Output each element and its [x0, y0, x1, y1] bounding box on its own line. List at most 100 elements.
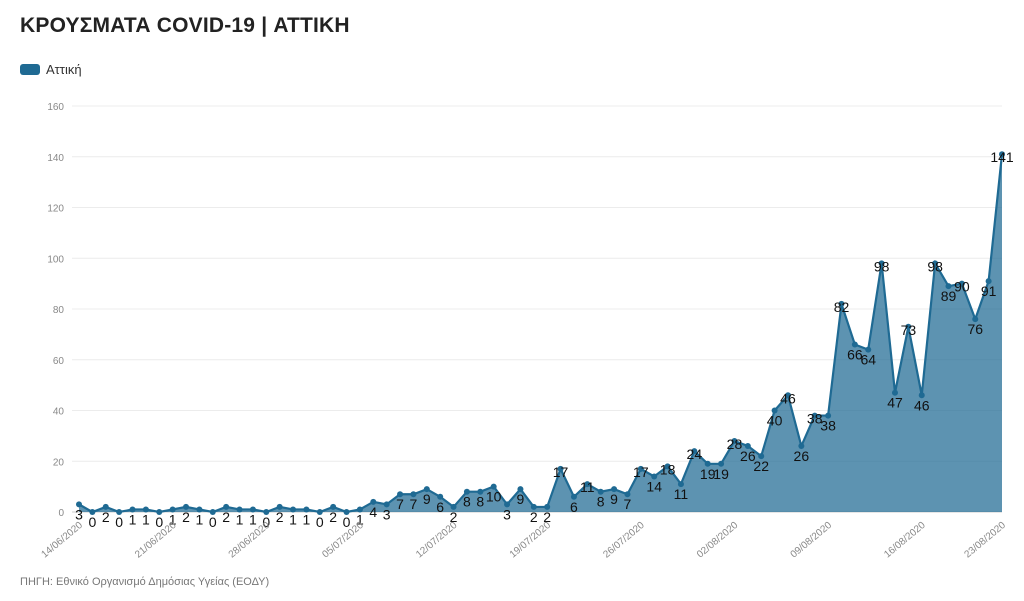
data-point[interactable]	[129, 506, 136, 513]
data-point[interactable]	[209, 509, 216, 515]
x-tick-label: 23/08/2020	[963, 520, 1009, 561]
data-point[interactable]	[584, 481, 591, 488]
data-label: 19	[700, 466, 716, 482]
data-point[interactable]	[905, 323, 912, 330]
data-point[interactable]	[972, 316, 979, 323]
data-point[interactable]	[825, 412, 832, 419]
data-point[interactable]	[156, 509, 163, 515]
data-point[interactable]	[530, 503, 537, 510]
data-point[interactable]	[664, 463, 671, 470]
data-label: 26	[794, 448, 810, 464]
data-point[interactable]	[985, 278, 992, 285]
data-point[interactable]	[611, 486, 618, 493]
data-point[interactable]	[223, 503, 230, 510]
data-label: 76	[967, 321, 983, 337]
data-point[interactable]	[758, 453, 765, 460]
data-label: 2	[222, 509, 230, 525]
data-point[interactable]	[798, 443, 805, 450]
data-label: 89	[941, 288, 957, 304]
data-point[interactable]	[356, 506, 363, 513]
data-label: 0	[316, 514, 324, 530]
data-point[interactable]	[316, 509, 323, 515]
data-point[interactable]	[651, 473, 658, 480]
data-label: 26	[740, 448, 756, 464]
data-point[interactable]	[330, 503, 337, 510]
data-point[interactable]	[183, 503, 190, 510]
data-point[interactable]	[463, 488, 470, 495]
data-label: 9	[610, 491, 618, 507]
data-label: 0	[343, 514, 351, 530]
data-point[interactable]	[731, 437, 738, 444]
data-label: 7	[410, 496, 418, 512]
data-point[interactable]	[704, 460, 711, 467]
data-point[interactable]	[196, 506, 203, 513]
data-point[interactable]	[142, 506, 149, 513]
data-label: 1	[195, 511, 203, 527]
data-point[interactable]	[397, 491, 404, 498]
data-point[interactable]	[89, 509, 96, 515]
y-tick-label: 120	[47, 204, 64, 215]
data-point[interactable]	[263, 509, 270, 515]
data-point[interactable]	[236, 506, 243, 513]
data-point[interactable]	[370, 498, 377, 505]
data-point[interactable]	[811, 412, 818, 419]
data-label: 46	[780, 390, 796, 406]
x-tick-label: 09/08/2020	[789, 520, 835, 561]
data-point[interactable]	[437, 493, 444, 500]
data-label: 0	[262, 514, 270, 530]
data-point[interactable]	[878, 260, 885, 267]
data-label: 82	[834, 299, 850, 315]
data-point[interactable]	[477, 488, 484, 495]
data-point[interactable]	[570, 493, 577, 500]
data-point[interactable]	[423, 486, 430, 493]
data-point[interactable]	[557, 465, 564, 472]
data-label: 1	[303, 511, 311, 527]
data-point[interactable]	[290, 506, 297, 513]
data-point[interactable]	[677, 481, 684, 488]
data-point[interactable]	[918, 392, 925, 399]
data-label: 2	[182, 509, 190, 525]
data-point[interactable]	[999, 151, 1005, 158]
data-point[interactable]	[504, 501, 511, 508]
legend[interactable]: Αττική	[20, 62, 82, 77]
data-point[interactable]	[945, 283, 952, 290]
data-point[interactable]	[116, 509, 123, 515]
data-point[interactable]	[249, 506, 256, 513]
data-label: 40	[767, 413, 783, 429]
data-point[interactable]	[450, 503, 457, 510]
data-point[interactable]	[276, 503, 283, 510]
data-label: 90	[954, 279, 970, 295]
data-label: 64	[860, 352, 876, 368]
data-point[interactable]	[303, 506, 310, 513]
data-label: 1	[249, 511, 257, 527]
data-point[interactable]	[343, 509, 350, 515]
data-label: 6	[570, 499, 578, 515]
data-point[interactable]	[744, 443, 751, 450]
data-point[interactable]	[637, 465, 644, 472]
data-point[interactable]	[169, 506, 176, 513]
data-point[interactable]	[76, 501, 82, 508]
data-point[interactable]	[784, 392, 791, 399]
data-label: 1	[356, 511, 364, 527]
data-point[interactable]	[624, 491, 631, 498]
data-point[interactable]	[958, 280, 965, 287]
data-point[interactable]	[383, 501, 390, 508]
data-point[interactable]	[102, 503, 109, 510]
data-point[interactable]	[851, 341, 858, 348]
y-tick-label: 160	[47, 102, 64, 113]
data-point[interactable]	[891, 389, 898, 396]
data-point[interactable]	[410, 491, 417, 498]
data-point[interactable]	[838, 300, 845, 307]
data-point[interactable]	[597, 488, 604, 495]
data-point[interactable]	[544, 503, 551, 510]
data-point[interactable]	[865, 346, 872, 353]
data-point[interactable]	[517, 486, 524, 493]
data-label: 10	[486, 489, 502, 505]
data-point[interactable]	[718, 460, 725, 467]
y-tick-label: 100	[47, 254, 64, 265]
data-point[interactable]	[490, 483, 497, 490]
data-point[interactable]	[691, 448, 698, 455]
data-label: 2	[450, 509, 458, 525]
data-point[interactable]	[771, 407, 778, 414]
data-point[interactable]	[932, 260, 939, 267]
